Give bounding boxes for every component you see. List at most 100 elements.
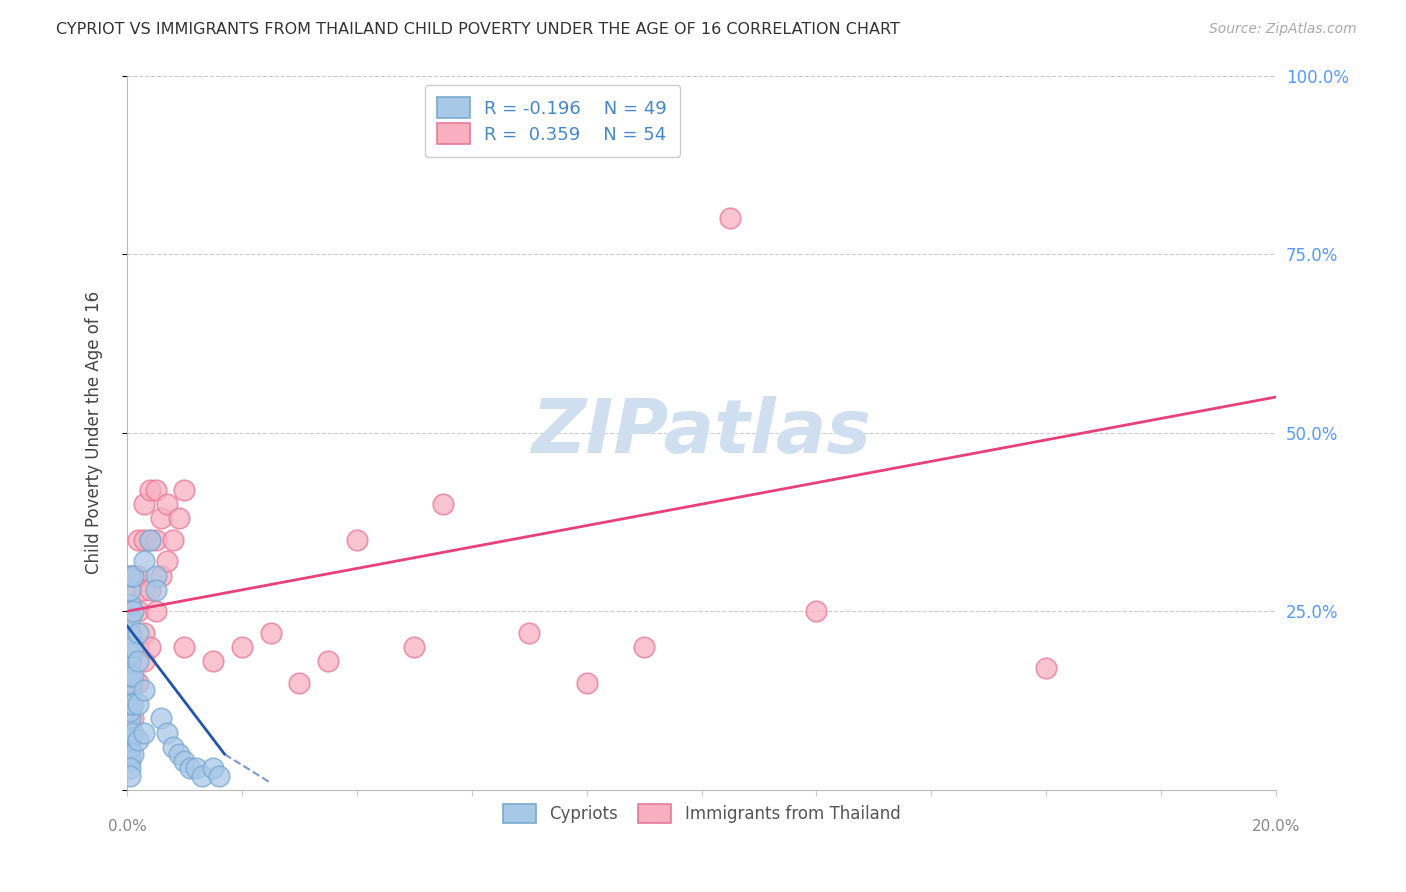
Point [118, 625, 141, 640]
Point [167, 747, 190, 762]
Point [118, 625, 141, 640]
Point [127, 604, 149, 618]
Text: 0.0%: 0.0% [107, 819, 146, 833]
Point [162, 740, 184, 755]
Point [118, 733, 141, 747]
Point [118, 769, 141, 783]
Text: ZIPatlas: ZIPatlas [531, 396, 872, 469]
Point [118, 640, 141, 654]
Point [134, 582, 156, 597]
Point [145, 483, 167, 497]
Point [134, 725, 156, 739]
Point [162, 533, 184, 547]
Point [121, 668, 143, 682]
Point [127, 733, 149, 747]
Point [121, 725, 143, 739]
Point [139, 533, 162, 547]
Point [118, 697, 141, 711]
Legend: Cypriots, Immigrants from Thailand: Cypriots, Immigrants from Thailand [495, 796, 908, 831]
Point [118, 675, 141, 690]
Point [231, 640, 253, 654]
Text: 20.0%: 20.0% [1251, 819, 1301, 833]
Point [118, 762, 141, 776]
Point [127, 625, 149, 640]
Point [118, 597, 141, 611]
Y-axis label: Child Poverty Under the Age of 16: Child Poverty Under the Age of 16 [86, 291, 103, 574]
Point [190, 769, 212, 783]
Point [173, 483, 195, 497]
Point [118, 582, 141, 597]
Point [118, 711, 141, 725]
Point [139, 640, 162, 654]
Point [259, 625, 281, 640]
Point [288, 675, 311, 690]
Point [575, 675, 598, 690]
Point [118, 711, 141, 725]
Point [118, 704, 141, 718]
Point [127, 640, 149, 654]
Point [118, 654, 141, 668]
Point [150, 511, 173, 525]
Point [184, 762, 207, 776]
Point [121, 675, 143, 690]
Text: CYPRIOT VS IMMIGRANTS FROM THAILAND CHILD POVERTY UNDER THE AGE OF 16 CORRELATIO: CYPRIOT VS IMMIGRANTS FROM THAILAND CHIL… [56, 22, 900, 37]
Point [118, 675, 141, 690]
Point [121, 568, 143, 582]
Point [118, 604, 141, 618]
Point [167, 511, 190, 525]
Point [432, 497, 454, 511]
Point [346, 533, 368, 547]
Point [121, 747, 143, 762]
Point [121, 568, 143, 582]
Point [145, 582, 167, 597]
Point [118, 747, 141, 762]
Point [134, 625, 156, 640]
Point [118, 718, 141, 732]
Point [121, 604, 143, 618]
Point [156, 554, 179, 568]
Point [1035, 661, 1057, 675]
Point [134, 533, 156, 547]
Point [202, 654, 225, 668]
Point [156, 725, 179, 739]
Point [127, 675, 149, 690]
Point [127, 654, 149, 668]
Point [156, 497, 179, 511]
Point [127, 568, 149, 582]
Point [134, 682, 156, 697]
Point [121, 640, 143, 654]
Point [127, 533, 149, 547]
Point [202, 762, 225, 776]
Point [118, 568, 141, 582]
Point [718, 211, 741, 226]
Point [316, 654, 339, 668]
Point [118, 725, 141, 739]
Point [633, 640, 655, 654]
Point [150, 711, 173, 725]
Point [118, 697, 141, 711]
Text: Source: ZipAtlas.com: Source: ZipAtlas.com [1209, 22, 1357, 37]
Point [173, 755, 195, 769]
Point [179, 762, 201, 776]
Point [118, 640, 141, 654]
Point [134, 497, 156, 511]
Point [134, 654, 156, 668]
Point [118, 611, 141, 625]
Point [118, 668, 141, 682]
Point [208, 769, 231, 783]
Point [121, 604, 143, 618]
Point [118, 725, 141, 739]
Point [173, 640, 195, 654]
Point [118, 647, 141, 661]
Point [139, 533, 162, 547]
Point [121, 711, 143, 725]
Point [145, 533, 167, 547]
Point [145, 604, 167, 618]
Point [145, 568, 167, 582]
Point [139, 582, 162, 597]
Point [134, 554, 156, 568]
Point [139, 483, 162, 497]
Point [118, 568, 141, 582]
Point [118, 740, 141, 755]
Point [118, 682, 141, 697]
